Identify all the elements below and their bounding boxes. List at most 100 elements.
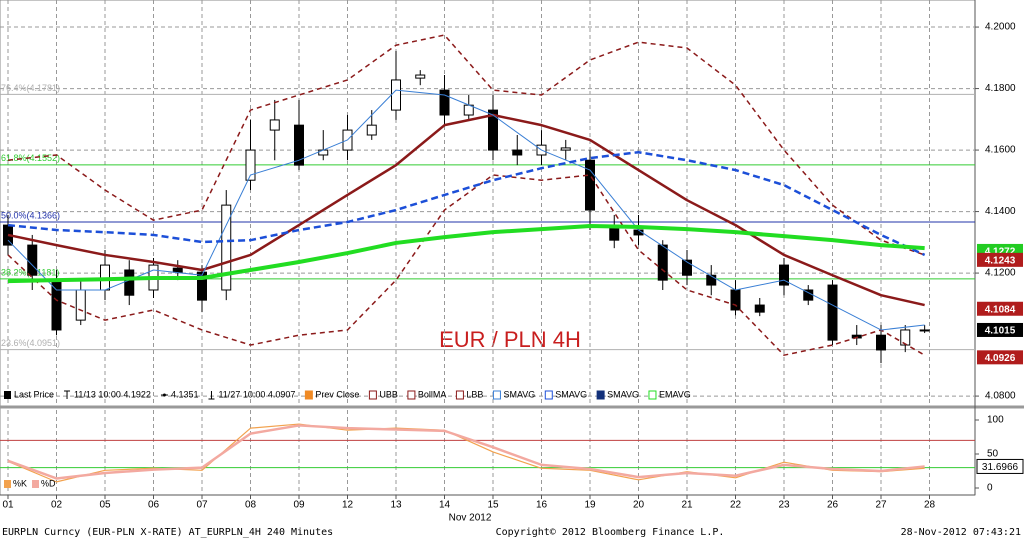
legend-swatch [304, 390, 313, 400]
annotation: EUR / PLN 4H [439, 327, 581, 352]
legend-swatch [648, 390, 657, 400]
x-tick-label: 09 [293, 500, 305, 511]
value-tag-label: 4.1015 [985, 326, 1016, 337]
candle-body [585, 159, 595, 211]
series-line [7, 34, 925, 256]
candle-body [75, 289, 86, 321]
y-tick-label: 4.2000 [985, 22, 1016, 33]
candle-body [919, 329, 930, 332]
x-tick-label: 05 [99, 500, 111, 511]
series-line [7, 224, 925, 284]
series-line [7, 89, 925, 331]
x-tick-label: 23 [778, 500, 790, 511]
candle-body [51, 279, 62, 331]
y-tick-label: 4.1200 [985, 268, 1016, 279]
value-tag-label: 4.0926 [985, 353, 1016, 364]
x-tick-label: 21 [681, 500, 693, 511]
legend-label: EMAVG [659, 389, 691, 399]
legend-label: SMAVG [503, 389, 535, 399]
candle-body [221, 204, 232, 291]
legend-swatch [32, 480, 40, 488]
legend-label: 4.1351 [171, 389, 199, 399]
x-tick-label: 14 [439, 500, 451, 511]
candle-body [827, 284, 838, 341]
y-tick-label: 4.1800 [985, 83, 1016, 94]
candle-body [318, 149, 329, 156]
candle-body [779, 264, 789, 286]
legend-icon [162, 393, 166, 397]
candle-body [657, 244, 668, 281]
candle-body [900, 329, 911, 346]
candle-body [172, 267, 183, 273]
footer-center: Copyright© 2012 Bloomberg Finance L.P. [496, 527, 725, 538]
legend-label: 11/27 10:00 4.0907 [218, 389, 295, 399]
x-tick-label: 07 [196, 500, 208, 511]
y-tick-label: 100 [987, 415, 1004, 426]
candle-body [269, 119, 280, 131]
legend-swatch [455, 390, 464, 400]
value-tag-label: 4.1243 [985, 255, 1016, 266]
x-tick-label: 28 [924, 500, 936, 511]
footer-right: 28-Nov-2012 07:43:21 [901, 527, 1021, 538]
x-tick-label: 26 [827, 500, 839, 511]
candle-body [197, 271, 207, 301]
y-tick-label: 4.1600 [985, 145, 1016, 156]
legend-swatch [544, 390, 553, 400]
candle-body [682, 259, 692, 276]
x-axis-label: Nov 2012 [449, 513, 492, 524]
x-tick-label: 22 [730, 500, 742, 511]
legend-swatch [492, 390, 501, 400]
candle-body [27, 244, 38, 276]
x-tick-label: 13 [390, 500, 402, 511]
legend-label: LBB [466, 389, 483, 399]
legend-label: Prev Close [315, 389, 359, 399]
legend-swatch [596, 390, 605, 400]
value-tag-label: 31.6966 [982, 462, 1019, 473]
candle-body [391, 79, 401, 111]
series-line [7, 113, 925, 307]
x-tick-label: 08 [245, 500, 257, 511]
level-label: 76.4%(4.1781) [1, 83, 60, 93]
x-tick-label: 19 [584, 500, 596, 511]
candle-body [415, 74, 426, 79]
candle-body [706, 274, 717, 286]
legend-label: %D [41, 478, 56, 488]
legend-label: Last Price [14, 389, 54, 399]
value-tag [976, 458, 1024, 474]
x-tick-label: 01 [2, 500, 14, 511]
candle-body [488, 109, 498, 151]
x-tick-label: 02 [51, 500, 63, 511]
candle-body [245, 149, 256, 181]
candle-body [754, 304, 765, 313]
value-tag [977, 301, 1023, 316]
candle-body [876, 334, 886, 351]
x-tick-label: 15 [487, 500, 499, 511]
value-tag [977, 350, 1023, 365]
level-label: 50.0%(4.1366) [1, 210, 60, 220]
y-tick-label: 4.1400 [985, 206, 1016, 217]
legend-swatch [4, 391, 11, 399]
value-tag [977, 252, 1023, 267]
value-tag [977, 322, 1023, 337]
series-line [7, 424, 925, 480]
candle-body [439, 89, 450, 116]
x-tick-label: 12 [342, 500, 354, 511]
legend-label: %K [13, 478, 27, 488]
y-tick-label: 0 [987, 483, 993, 494]
legend-swatch [407, 390, 416, 400]
legend-label: UBB [379, 389, 398, 399]
x-tick-label: 27 [875, 500, 887, 511]
footer-left: EURPLN Curncy (EUR-PLN X-RATE) AT_EURPLN… [2, 527, 333, 538]
candle-body [294, 124, 304, 166]
legend-label: SMAVG [555, 389, 587, 399]
candle-body [366, 124, 377, 136]
legend-label: SMAVG [607, 389, 639, 399]
legend-swatch [4, 480, 11, 488]
x-tick-label: 16 [536, 500, 548, 511]
legend-label: BollMA [418, 389, 447, 399]
x-tick-label: 20 [633, 500, 645, 511]
candle-body [560, 147, 571, 151]
